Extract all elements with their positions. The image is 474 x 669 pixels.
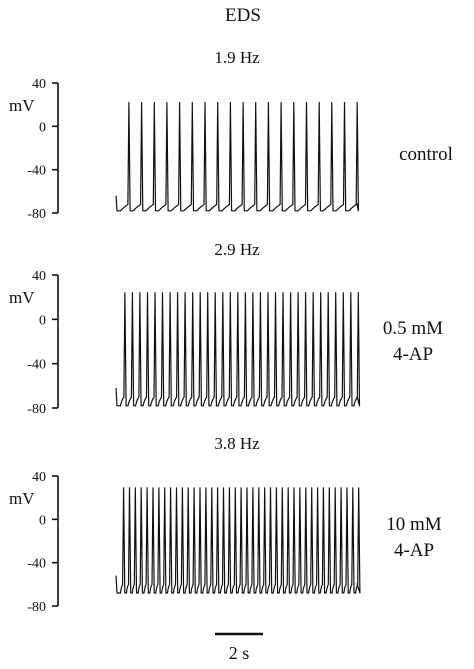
panel-title: 3.8 Hz — [214, 434, 260, 453]
panel-title: 2.9 Hz — [214, 240, 260, 259]
condition-label: control — [399, 144, 453, 165]
trace-panel-3: 3.8 Hz 40 0 -40 -80 mV 10 mM 4-AP — [9, 434, 442, 615]
y-tick-label: -40 — [27, 557, 46, 572]
y-axis-label: mV — [9, 288, 35, 307]
y-axis-label: mV — [9, 96, 35, 115]
voltage-trace — [115, 292, 361, 407]
time-scale-bar: 2 s — [215, 632, 263, 663]
voltage-trace — [115, 101, 359, 212]
y-tick-label: 40 — [32, 77, 46, 92]
trace-panel-2: 2.9 Hz 40 0 -40 -80 mV 0.5 mM 4-AP — [9, 240, 443, 417]
y-tick-label: -80 — [27, 207, 46, 222]
trace-panel-1: 1.9 Hz 40 0 -40 -80 mV control — [9, 48, 453, 222]
panels: 1.9 Hz 40 0 -40 -80 mV control 2.9 Hz 40 0 -40 -80 m… — [9, 48, 453, 615]
voltage-trace — [115, 487, 361, 594]
y-tick-label: 0 — [39, 513, 46, 528]
y-tick-label: -80 — [27, 600, 46, 615]
scale-bar-label: 2 s — [229, 643, 250, 663]
y-tick-label: 0 — [39, 120, 46, 135]
figure-title: EDS — [225, 5, 261, 26]
y-tick-label: 40 — [32, 470, 46, 485]
y-tick-label: -40 — [27, 358, 46, 373]
y-tick-label: -80 — [27, 402, 46, 417]
condition-label: 10 mM 4-AP — [386, 514, 442, 561]
panel-title: 1.9 Hz — [214, 48, 260, 67]
y-tick-label: -40 — [27, 164, 46, 179]
condition-label: 0.5 mM 4-AP — [383, 318, 443, 365]
y-tick-label: 40 — [32, 269, 46, 284]
y-tick-label: 0 — [39, 313, 46, 328]
y-axis-label: mV — [9, 489, 35, 508]
